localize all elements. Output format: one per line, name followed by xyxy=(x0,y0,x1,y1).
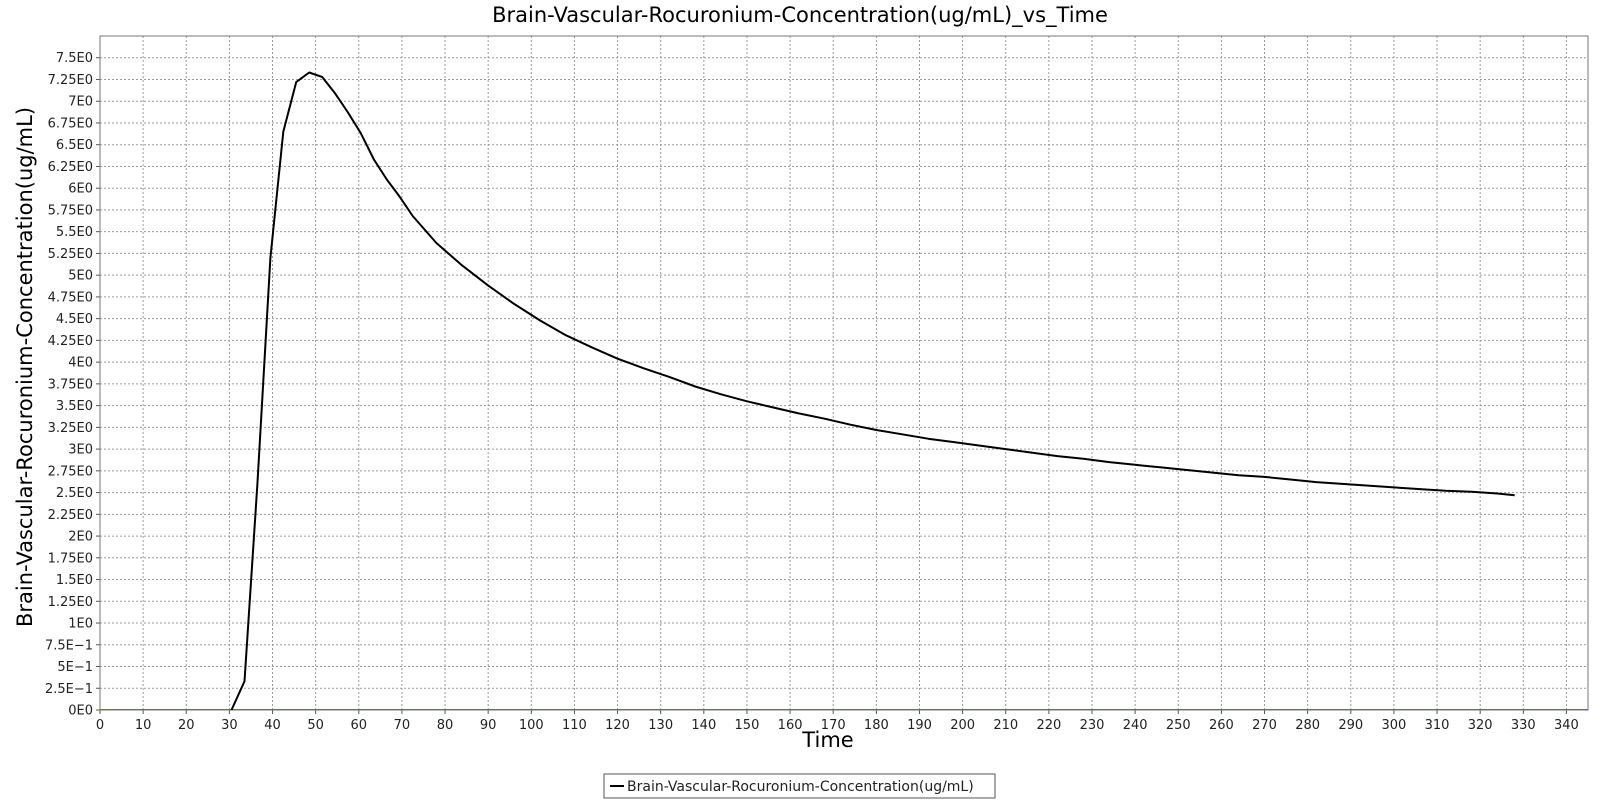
x-tick-label: 330 xyxy=(1511,718,1536,733)
y-tick-label: 1.75E0 xyxy=(48,551,93,566)
x-tick-label: 90 xyxy=(480,718,497,733)
y-tick-label: 0E0 xyxy=(68,704,93,719)
x-tick-label: 300 xyxy=(1381,718,1406,733)
y-tick-label: 4.75E0 xyxy=(48,290,93,305)
legend: Brain-Vascular-Rocuronium-Concentration(… xyxy=(603,773,996,799)
x-tick-label: 50 xyxy=(307,718,324,733)
x-tick-label: 110 xyxy=(562,718,587,733)
y-tick-label: 5.5E0 xyxy=(56,225,93,240)
y-tick-label: 2.5E−1 xyxy=(45,682,93,697)
x-tick-label: 220 xyxy=(1036,718,1061,733)
y-tick-label: 7.25E0 xyxy=(48,73,93,88)
x-tick-label: 0 xyxy=(96,718,104,733)
y-tick-label: 1.25E0 xyxy=(48,595,93,610)
y-tick-label: 6.5E0 xyxy=(56,138,93,153)
x-tick-label: 320 xyxy=(1468,718,1493,733)
x-tick-label: 290 xyxy=(1338,718,1363,733)
x-tick-label: 80 xyxy=(437,718,454,733)
x-tick-label: 160 xyxy=(778,718,803,733)
x-tick-label: 210 xyxy=(993,718,1018,733)
x-tick-label: 230 xyxy=(1080,718,1105,733)
x-tick-label: 150 xyxy=(735,718,760,733)
x-tick-label: 40 xyxy=(264,718,281,733)
y-tick-label: 4.25E0 xyxy=(48,334,93,349)
series-line xyxy=(230,71,1515,711)
x-tick-label: 260 xyxy=(1209,718,1234,733)
x-tick-label: 70 xyxy=(394,718,411,733)
x-tick-label: 30 xyxy=(221,718,238,733)
y-tick-label: 6.75E0 xyxy=(48,116,93,131)
y-tick-label: 3.75E0 xyxy=(48,377,93,392)
y-tick-label: 4.5E0 xyxy=(56,312,93,327)
y-tick-label: 5.25E0 xyxy=(48,247,93,262)
x-tick-label: 280 xyxy=(1295,718,1320,733)
y-tick-label: 5E−1 xyxy=(57,660,93,675)
x-tick-label: 120 xyxy=(605,718,630,733)
x-tick-label: 250 xyxy=(1166,718,1191,733)
y-tick-label: 3.5E0 xyxy=(56,399,93,414)
y-tick-label: 2.75E0 xyxy=(48,464,93,479)
plot-area xyxy=(100,36,1588,710)
series-layer xyxy=(230,71,1515,711)
y-tick-label: 1E0 xyxy=(68,617,93,632)
y-tick-label: 7.5E0 xyxy=(56,51,93,66)
x-tick-label: 200 xyxy=(950,718,975,733)
y-tick-label: 1.5E0 xyxy=(56,573,93,588)
x-tick-label: 240 xyxy=(1123,718,1148,733)
y-axis-title: Brain-Vascular-Rocuronium-Concentration(… xyxy=(13,107,37,627)
y-tick-label: 4E0 xyxy=(68,356,93,371)
x-tick-label: 190 xyxy=(907,718,932,733)
x-tick-label: 100 xyxy=(519,718,544,733)
x-tick-label: 60 xyxy=(351,718,368,733)
y-tick-label: 7E0 xyxy=(68,95,93,110)
y-tick-label: 7.5E−1 xyxy=(45,638,93,653)
y-tick-label: 5E0 xyxy=(68,269,93,284)
y-tick-label: 2.25E0 xyxy=(48,508,93,523)
x-tick-label: 20 xyxy=(178,718,195,733)
axes: 0 10 20 30 40 50 60 70 80 90 100 110 120 130 140 150 160… xyxy=(45,35,1589,733)
y-tick-label: 3E0 xyxy=(68,443,93,458)
y-tick-label: 6E0 xyxy=(68,182,93,197)
x-tick-label: 140 xyxy=(691,718,716,733)
y-tick-label: 6.25E0 xyxy=(48,160,93,175)
y-tick-label: 2.5E0 xyxy=(56,486,93,501)
y-tick-label: 5.75E0 xyxy=(48,203,93,218)
x-tick-label: 10 xyxy=(135,718,152,733)
x-axis-title: Time xyxy=(801,728,853,752)
legend-box xyxy=(603,773,996,799)
y-tick-label: 3.25E0 xyxy=(48,421,93,436)
legend-label: Brain-Vascular-Rocuronium-Concentration(… xyxy=(627,779,974,795)
x-tick-label: 270 xyxy=(1252,718,1277,733)
chart-title: Brain-Vascular-Rocuronium-Concentration(… xyxy=(492,3,1108,28)
y-tick-label: 2E0 xyxy=(68,530,93,545)
x-tick-label: 130 xyxy=(648,718,673,733)
x-tick-label: 310 xyxy=(1425,718,1450,733)
x-tick-label: 180 xyxy=(864,718,889,733)
x-tick-label: 170 xyxy=(821,718,846,733)
x-tick-label: 340 xyxy=(1554,718,1579,733)
